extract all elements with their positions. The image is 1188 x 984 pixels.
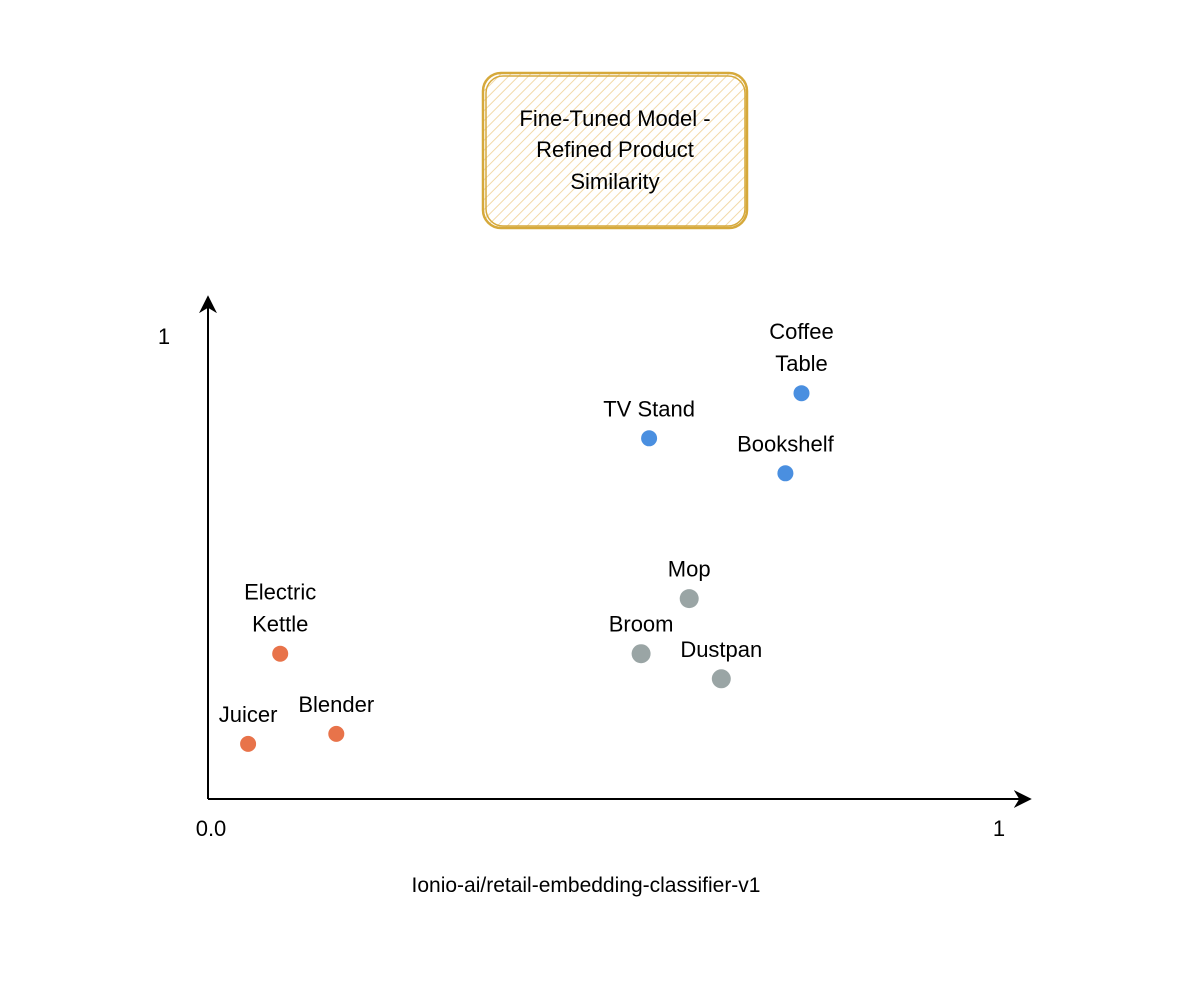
y-tick-label-max: 1 [158,324,170,349]
x-tick-label-max: 1 [993,816,1005,841]
point-label-blender: Blender [298,692,374,717]
point-label-bookshelf: Bookshelf [737,431,835,456]
point-label-electric-kettle-line-1: Electric [244,580,316,605]
point-broom [631,644,651,664]
point-label-electric-kettle-line-2: Kettle [252,612,308,637]
point-label-juicer: Juicer [219,702,278,727]
chart-title-line-2: Refined Product [536,137,694,162]
point-bookshelf [777,465,794,482]
title-box: Fine-Tuned Model - Refined Product Simil… [481,71,749,230]
point-coffee-table [793,385,810,402]
point-tv-stand [641,430,658,447]
x-axis-label: Ionio-ai/retail-embedding-classifier-v1 [412,874,761,897]
x-tick-label-min: 0.0 [196,816,227,841]
chart-title-line-1: Fine-Tuned Model - [519,106,710,131]
point-label-coffee-table-line-1: Coffee [769,319,833,344]
point-label-dustpan: Dustpan [680,637,762,662]
point-label-mop: Mop [668,557,711,582]
point-electric-kettle [272,645,289,662]
point-mop [679,589,699,609]
point-juicer [240,735,257,752]
chart-title-line-3: Similarity [570,169,659,194]
point-blender [328,725,345,742]
point-dustpan [711,669,731,689]
point-label-broom: Broom [609,612,674,637]
point-label-tv-stand: TV Stand [603,396,695,421]
data-points: Coffee Table TV Stand Bookshelf Mop BroomDust… [219,319,835,752]
point-label-coffee-table-line-2: Table [775,351,828,376]
